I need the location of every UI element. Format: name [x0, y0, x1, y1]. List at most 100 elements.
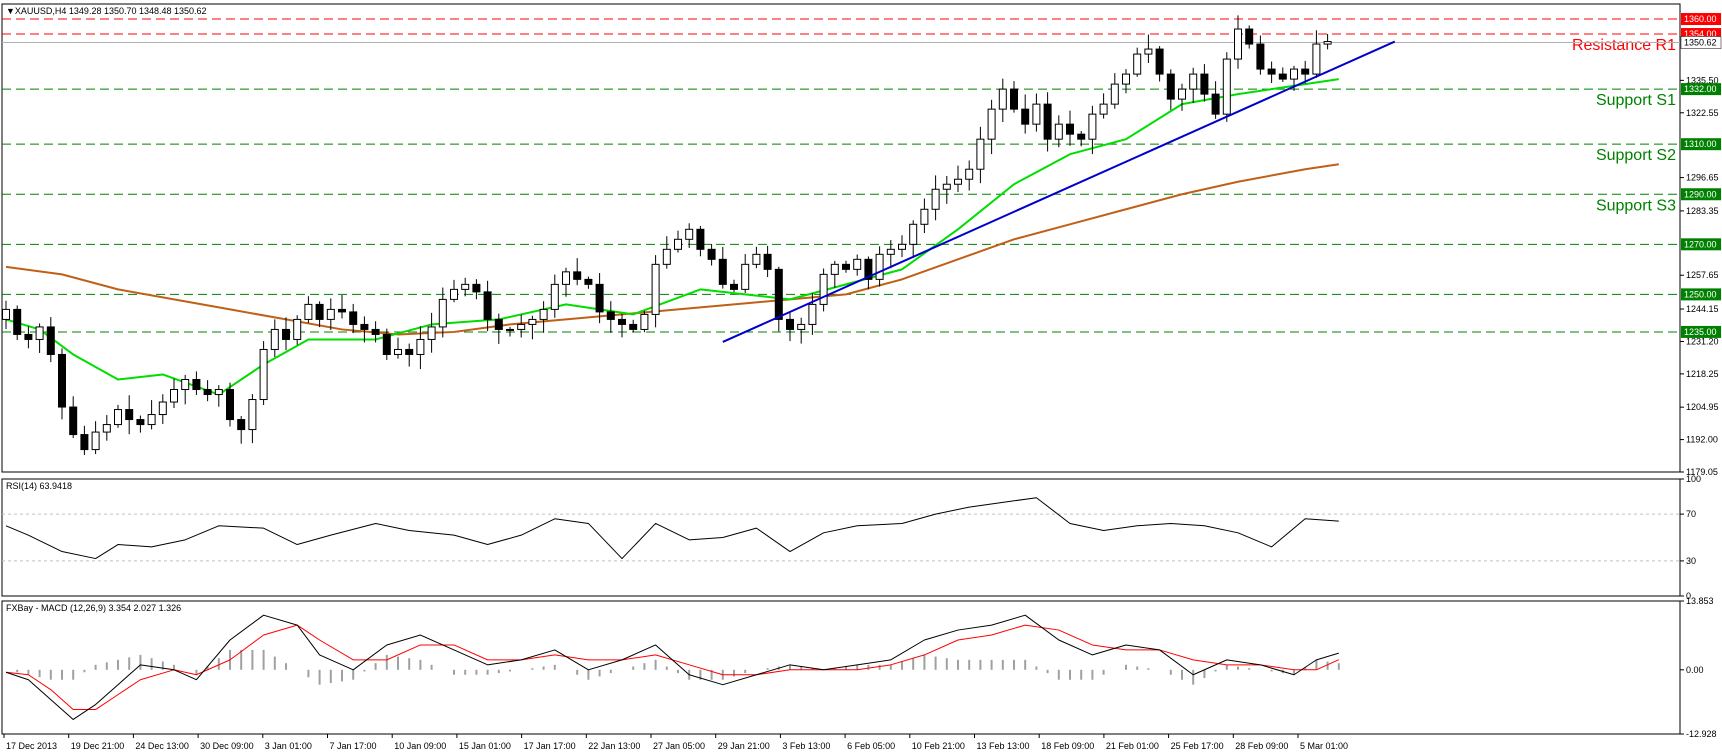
candle-body	[898, 243, 906, 250]
candle-body	[987, 108, 996, 140]
price-tick-label: 1244.15	[1686, 304, 1719, 314]
support-level-badge	[1681, 138, 1721, 151]
candle-body	[629, 323, 638, 330]
candle-body	[1054, 123, 1063, 140]
candle-body	[741, 263, 750, 290]
macd-tick-label: 13.853	[1686, 596, 1714, 606]
candle-body	[595, 283, 604, 313]
candle-body	[1222, 58, 1231, 115]
candle-body	[651, 263, 660, 315]
price-tick-label: 1204.95	[1686, 402, 1719, 412]
candle-body	[618, 318, 626, 325]
candle-body	[674, 238, 682, 250]
support-level-badge	[1681, 188, 1721, 201]
candle-body	[1234, 28, 1242, 60]
candle-body	[550, 283, 559, 310]
candle-body	[1032, 103, 1041, 125]
support-level-name: Support S2	[1596, 147, 1676, 164]
support-level-badge	[1681, 288, 1721, 301]
candle-body	[24, 333, 33, 340]
candle-body	[494, 318, 503, 330]
x-axis: 17 Dec 2013 19 Dec 21:00 24 Dec 13:00 30 De…	[3, 734, 1348, 751]
candle-body	[382, 333, 391, 355]
candle-body	[226, 389, 234, 421]
price-tick-label: 1283.35	[1686, 206, 1719, 216]
x-tick-label: 22 Jan 13:00	[588, 741, 640, 751]
support-level-name: Support S1	[1596, 92, 1676, 109]
candle-body	[46, 326, 55, 355]
candle-body	[786, 318, 794, 330]
price-tick-label: 1218.25	[1686, 369, 1719, 379]
candle-body	[685, 228, 694, 240]
macd-line	[5, 614, 1339, 720]
candle-body	[259, 348, 268, 401]
candle-body	[528, 318, 537, 325]
macd-signal-line	[5, 624, 1340, 711]
candle-body	[752, 253, 761, 265]
candle-body	[1122, 73, 1130, 85]
candle-body	[125, 409, 134, 421]
candle-body	[1099, 103, 1108, 115]
candle-body	[886, 248, 895, 255]
candle-body	[270, 328, 279, 350]
resistance-level-badge	[1681, 13, 1721, 26]
x-tick-label: 30 Dec 09:00	[200, 741, 254, 751]
x-tick-label: 6 Feb 05:00	[847, 741, 895, 751]
candle-body	[539, 308, 548, 320]
uptrend-line	[722, 40, 1396, 343]
x-tick-label: 29 Jan 21:00	[718, 741, 770, 751]
candle-body	[338, 308, 346, 313]
candle-body	[1267, 68, 1276, 75]
candle-body	[237, 419, 246, 431]
resistance-level-name: Resistance R1	[1572, 37, 1676, 54]
candle-body	[416, 338, 425, 355]
candle-body	[1312, 43, 1321, 75]
candle-body	[483, 291, 492, 320]
support-level-name: Support S3	[1596, 197, 1676, 214]
candle-body	[1290, 68, 1298, 80]
candle-body	[248, 399, 257, 431]
current-price-badge	[1680, 36, 1722, 49]
candle-body	[1178, 88, 1186, 100]
price-tick-label: 1179.05	[1686, 467, 1718, 477]
x-tick-label: 3 Feb 13:00	[782, 741, 830, 751]
candle-body	[1088, 113, 1097, 140]
candle-body	[819, 273, 828, 305]
candle-body	[1245, 28, 1254, 45]
candle-body	[931, 188, 940, 210]
candle-body	[147, 414, 156, 426]
candle-body	[696, 228, 705, 250]
candle-body	[80, 434, 89, 451]
candle-body	[114, 409, 122, 426]
rsi-tick-label: 30	[1686, 556, 1696, 566]
candle-body	[1166, 73, 1175, 100]
support-level-value: 1290.00	[1684, 189, 1717, 199]
macd-panel: 13.853 0.00 -12.928	[1, 596, 1717, 739]
candle-body	[562, 271, 570, 285]
candle-body	[1010, 88, 1018, 110]
x-tick-label: 10 Feb 21:00	[912, 741, 965, 751]
candle-body	[136, 419, 145, 426]
candle-body	[718, 258, 727, 285]
candle-body	[1077, 133, 1086, 140]
resistance-level-value: 1354.00	[1684, 29, 1717, 39]
resistance-level-value: 1360.00	[1684, 14, 1717, 24]
candle-body	[13, 308, 22, 335]
current-price-value: 1350.62	[1684, 38, 1717, 48]
candle-body	[371, 328, 380, 335]
candle-body	[282, 328, 290, 340]
x-tick-label: 27 Jan 05:00	[653, 741, 705, 751]
rsi-line	[5, 497, 1339, 560]
candle-body	[730, 283, 738, 290]
candle-body	[875, 253, 884, 280]
candle-body	[662, 248, 671, 265]
candle-body	[1301, 68, 1310, 75]
candle-body	[58, 353, 66, 408]
candle-body	[35, 326, 44, 340]
price-chart-title: ▼XAUUSD,H4 1349.28 1350.70 1348.48 1350.…	[6, 6, 207, 16]
candle-body	[909, 223, 918, 245]
rsi-tick-label: 70	[1686, 509, 1696, 519]
x-tick-label: 7 Jan 17:00	[330, 741, 377, 751]
